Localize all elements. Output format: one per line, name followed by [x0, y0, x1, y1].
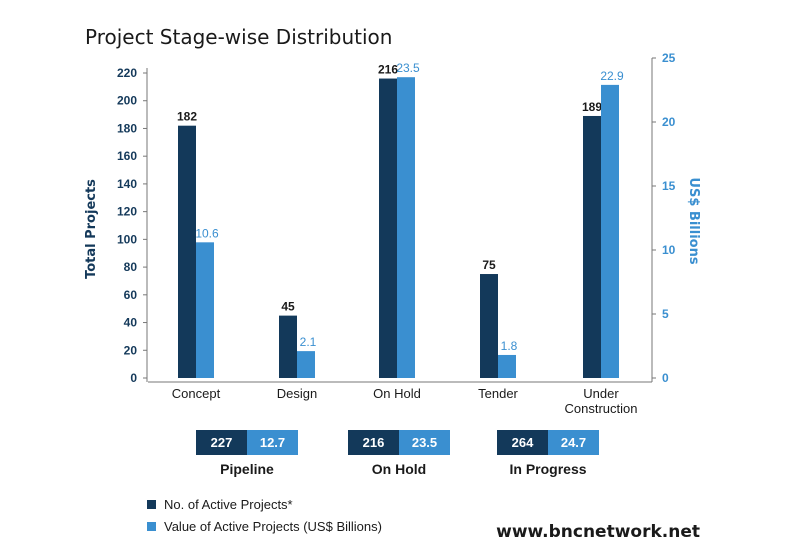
legend-label-projects: No. of Active Projects*: [164, 497, 293, 512]
summary-value-value: 24.7: [561, 435, 586, 450]
left-tick-label: 180: [117, 121, 137, 135]
bar-value-label: 23.5: [396, 61, 420, 75]
right-tick-label: 15: [662, 179, 676, 193]
right-axis: 0 5 10 15 20 25: [651, 51, 676, 385]
left-tick-label: 80: [124, 260, 138, 274]
bar-value: [196, 242, 214, 378]
summary-projects-box: [497, 430, 548, 455]
left-tick-label: 100: [117, 232, 137, 246]
bar-value-label: 2.1: [300, 335, 317, 349]
bar-projects-label: 75: [482, 258, 496, 272]
left-axis: 0 20 40 60 80 100 120 140 160 180 200 220: [117, 66, 148, 385]
summary-value-value: 12.7: [260, 435, 285, 450]
bar-value: [397, 77, 415, 378]
bar-value: [498, 354, 516, 378]
bar-projects: [178, 125, 196, 378]
bar-projects-label: 45: [281, 300, 295, 314]
left-tick-label: 140: [117, 177, 137, 191]
y2-axis-label: US$ Billions: [686, 177, 701, 264]
right-tick-label: 10: [662, 243, 676, 257]
category-labels: Concept Design On Hold Tender UnderConstruct…: [172, 386, 638, 416]
legend-label-value: Value of Active Projects (US$ Billions): [164, 519, 382, 534]
left-tick-label: 40: [124, 316, 138, 330]
category-label: Concept: [172, 386, 221, 401]
left-tick-label: 60: [124, 288, 138, 302]
footer-url: www.bncnetwork.net: [496, 522, 700, 542]
legend-swatch-projects: [147, 500, 156, 509]
category-label: Tender: [478, 386, 518, 401]
summary-projects-box: [196, 430, 247, 455]
bar-value: [297, 351, 315, 378]
summary-projects-value: 216: [363, 435, 385, 450]
category-label: Design: [277, 386, 317, 401]
right-tick-label: 5: [662, 307, 669, 321]
summary-value-value: 23.5: [412, 435, 437, 450]
bar-projects: [279, 315, 297, 378]
y-axis-label: Total Projects: [84, 179, 99, 279]
left-tick-label: 20: [124, 343, 138, 357]
category-label: Under: [583, 386, 619, 401]
bar-projects: [379, 78, 397, 378]
right-tick-label: 20: [662, 115, 676, 129]
left-tick-label: 200: [117, 94, 137, 108]
bar-value-label: 1.8: [501, 339, 518, 353]
legend-swatch-value: [147, 522, 156, 531]
left-tick-label: 160: [117, 149, 137, 163]
right-tick-label: 0: [662, 371, 669, 385]
summary-label: Pipeline: [220, 461, 274, 477]
category-label: Construction: [565, 401, 638, 416]
summary-value-box: [548, 430, 599, 455]
summary-label: On Hold: [372, 461, 426, 477]
bar-projects-label: 189: [582, 100, 602, 114]
summary-projects-value: 227: [211, 435, 233, 450]
legend: No. of Active Projects* Value of Active …: [147, 497, 382, 534]
left-tick-label: 220: [117, 66, 137, 80]
bar-projects: [480, 274, 498, 378]
bar-projects: [583, 115, 601, 379]
category-label: On Hold: [373, 386, 421, 401]
right-tick-label: 25: [662, 51, 676, 65]
bar-projects-label: 182: [177, 110, 197, 124]
left-tick-label: 120: [117, 205, 137, 219]
bar-projects-label: 216: [378, 63, 398, 77]
chart-title: Project Stage-wise Distribution: [85, 25, 392, 49]
bar-value-label: 10.6: [195, 226, 219, 240]
left-tick-label: 0: [130, 371, 137, 385]
stage-summary: 227 12.7 Pipeline 216 23.5 On Hold 264 24.7 In P…: [196, 430, 599, 477]
bar-value-label: 22.9: [600, 69, 624, 83]
summary-value-box: [247, 430, 298, 455]
summary-value-box: [399, 430, 450, 455]
summary-projects-value: 264: [512, 435, 534, 450]
summary-projects-box: [348, 430, 399, 455]
summary-label: In Progress: [509, 461, 586, 477]
bar-value: [601, 84, 619, 378]
